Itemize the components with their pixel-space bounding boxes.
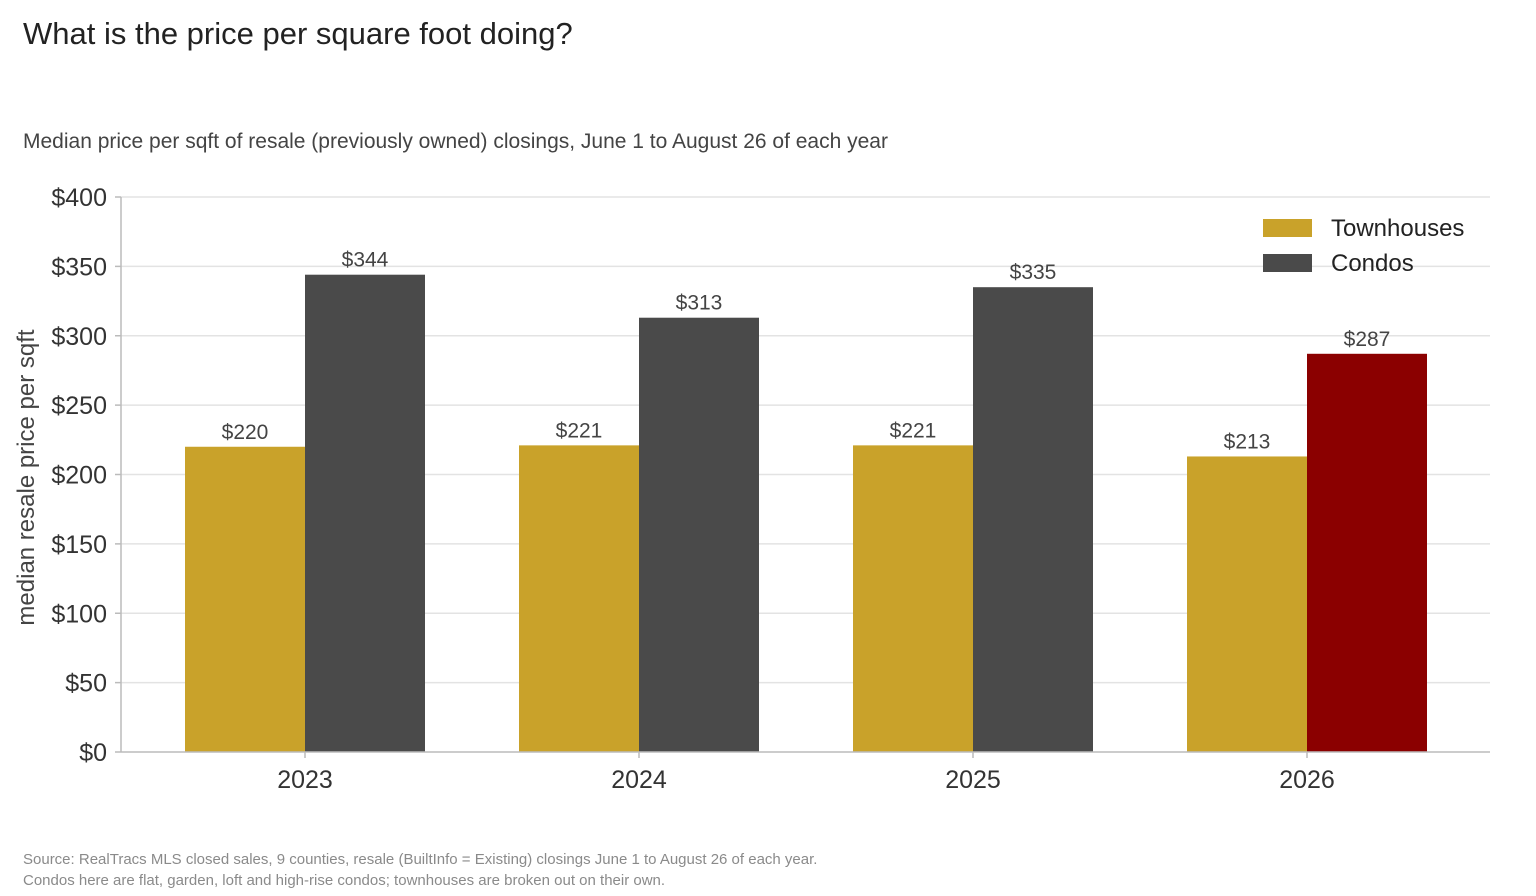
condos-bar-2024 (639, 317, 759, 752)
x-tick-label-2025: 2025 (945, 766, 1001, 794)
condos-bar-2025 (973, 287, 1093, 752)
y-tick-label: $200 (51, 462, 107, 490)
condos-bar-2026 (1307, 353, 1427, 752)
condos-value-label-2025: $335 (1010, 261, 1057, 284)
legend-label-condos: Condos (1331, 250, 1414, 277)
legend-swatch-townhouses (1263, 219, 1312, 237)
y-tick-label: $350 (51, 253, 107, 281)
y-tick-label: $300 (51, 323, 107, 351)
y-tick-label: $150 (51, 531, 107, 559)
townhouses-bar-2024 (519, 445, 639, 752)
townhouses-value-label-2025: $221 (890, 419, 937, 442)
x-tick-label-2026: 2026 (1279, 766, 1335, 794)
x-tick-label-2023: 2023 (277, 766, 333, 794)
legend-label-townhouses: Townhouses (1331, 215, 1464, 242)
townhouses-value-label-2024: $221 (556, 419, 603, 442)
y-tick-label: $250 (51, 392, 107, 420)
y-axis-title: median resale price per sqft (13, 329, 40, 625)
condos-value-label-2024: $313 (676, 292, 723, 315)
legend: Townhouses Condos (1263, 215, 1464, 277)
condos-value-label-2023: $344 (342, 249, 389, 272)
chart-subtitle: Median price per sqft of resale (previou… (23, 130, 888, 153)
legend-swatch-condos (1263, 254, 1312, 272)
y-tick-label: $50 (65, 670, 107, 698)
townhouses-bar-2026 (1187, 456, 1307, 752)
townhouses-value-label-2023: $220 (222, 421, 269, 444)
y-tick-label: $100 (51, 600, 107, 628)
y-tick-label: $0 (79, 739, 107, 767)
bar-value-labels: $220 $344 $221 $313 $221 $335 $213 $287 (222, 249, 1391, 454)
townhouses-bar-2023 (185, 446, 305, 752)
y-tick-label: $400 (51, 184, 107, 212)
condos-value-label-2026: $287 (1344, 328, 1391, 351)
x-tick-label-2024: 2024 (611, 766, 667, 794)
condos-bar-2023 (305, 274, 425, 752)
source-note: Source: RealTracs MLS closed sales, 9 co… (23, 849, 817, 891)
townhouses-value-label-2026: $213 (1224, 430, 1271, 453)
chart-title: What is the price per square foot doing? (23, 16, 573, 51)
bars (185, 274, 1427, 752)
axes: $0 $50 $100 $150 $200 $250 $300 $350 $400 2023 202… (13, 184, 1490, 794)
townhouses-bar-2025 (853, 445, 973, 752)
source-line-1: Source: RealTracs MLS closed sales, 9 co… (23, 851, 818, 868)
source-line-2: Condos here are flat, garden, loft and h… (23, 872, 666, 889)
